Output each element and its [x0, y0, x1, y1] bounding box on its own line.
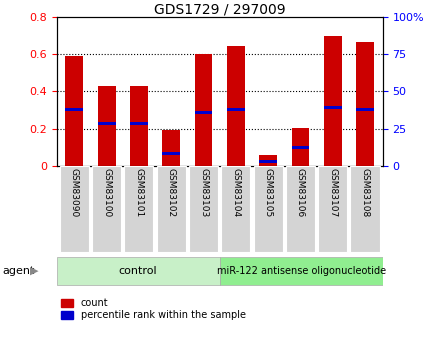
FancyBboxPatch shape	[285, 166, 314, 252]
Bar	[65, 56, 83, 166]
Bar	[98, 122, 115, 125]
Text: ▶: ▶	[30, 266, 38, 276]
FancyBboxPatch shape	[253, 166, 282, 252]
Text: GSM83101: GSM83101	[134, 168, 143, 217]
Bar	[355, 108, 373, 111]
Bar	[65, 108, 83, 110]
Text: agent: agent	[2, 266, 34, 276]
Bar	[130, 122, 148, 125]
FancyBboxPatch shape	[56, 257, 219, 285]
Bar	[291, 128, 309, 166]
FancyBboxPatch shape	[59, 166, 89, 252]
Bar	[259, 160, 276, 164]
Bar	[130, 86, 148, 166]
Text: GSM83090: GSM83090	[69, 168, 79, 217]
FancyBboxPatch shape	[156, 166, 185, 252]
Text: control: control	[118, 266, 157, 276]
Text: GSM83103: GSM83103	[199, 168, 207, 217]
Bar	[194, 54, 212, 166]
Title: GDS1729 / 297009: GDS1729 / 297009	[154, 2, 285, 16]
Text: GSM83107: GSM83107	[328, 168, 336, 217]
Bar	[194, 111, 212, 114]
Bar	[291, 147, 309, 149]
Bar	[227, 46, 244, 166]
FancyBboxPatch shape	[317, 166, 346, 252]
Bar	[98, 86, 115, 166]
Bar	[323, 106, 341, 109]
Text: GSM83105: GSM83105	[263, 168, 272, 217]
FancyBboxPatch shape	[350, 166, 379, 252]
FancyBboxPatch shape	[219, 257, 382, 285]
FancyBboxPatch shape	[92, 166, 121, 252]
Text: GSM83104: GSM83104	[231, 168, 240, 217]
Text: miR-122 antisense oligonucleotide: miR-122 antisense oligonucleotide	[216, 266, 385, 276]
Bar	[162, 152, 180, 155]
FancyBboxPatch shape	[124, 166, 153, 252]
Text: GSM83100: GSM83100	[102, 168, 111, 217]
Legend: count, percentile rank within the sample: count, percentile rank within the sample	[61, 298, 245, 320]
FancyBboxPatch shape	[188, 166, 217, 252]
Bar	[323, 36, 341, 166]
Text: GSM83106: GSM83106	[295, 168, 304, 217]
FancyBboxPatch shape	[221, 166, 250, 252]
Text: GSM83108: GSM83108	[360, 168, 369, 217]
Text: GSM83102: GSM83102	[166, 168, 175, 217]
Bar	[355, 42, 373, 166]
Bar	[227, 108, 244, 111]
Bar	[162, 130, 180, 166]
Bar	[259, 155, 276, 166]
